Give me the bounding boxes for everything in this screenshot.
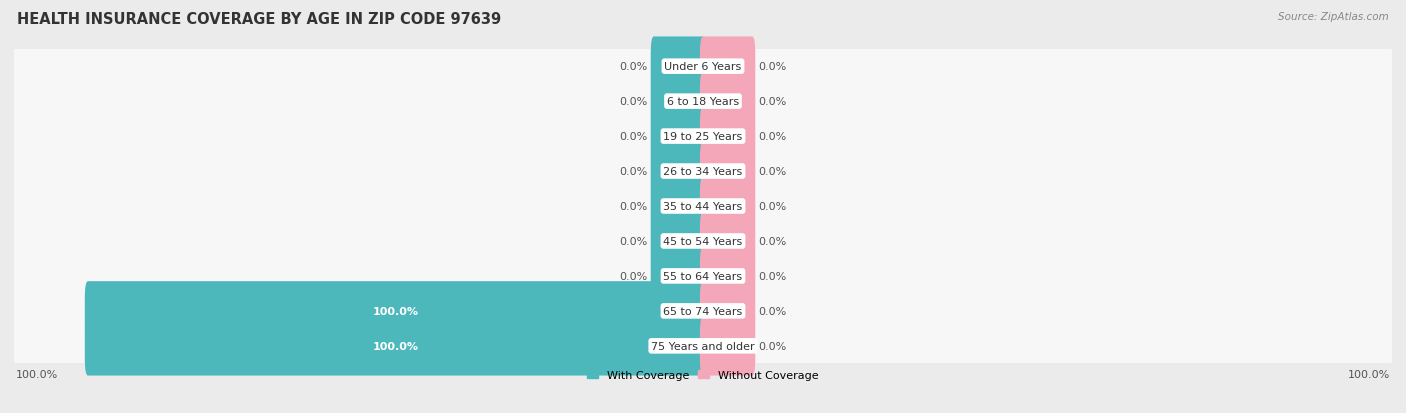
FancyBboxPatch shape xyxy=(700,107,755,166)
FancyBboxPatch shape xyxy=(84,316,706,376)
Text: 19 to 25 Years: 19 to 25 Years xyxy=(664,132,742,142)
Text: 26 to 34 Years: 26 to 34 Years xyxy=(664,166,742,177)
FancyBboxPatch shape xyxy=(700,177,755,236)
FancyBboxPatch shape xyxy=(651,72,706,131)
Text: 75 Years and older: 75 Years and older xyxy=(651,341,755,351)
Text: 0.0%: 0.0% xyxy=(620,62,648,72)
FancyBboxPatch shape xyxy=(14,287,1392,335)
Text: 0.0%: 0.0% xyxy=(758,341,786,351)
FancyBboxPatch shape xyxy=(14,113,1392,161)
Text: 100.0%: 100.0% xyxy=(1348,369,1391,379)
FancyBboxPatch shape xyxy=(14,218,1392,265)
FancyBboxPatch shape xyxy=(700,247,755,306)
FancyBboxPatch shape xyxy=(651,212,706,271)
Text: 45 to 54 Years: 45 to 54 Years xyxy=(664,236,742,247)
FancyBboxPatch shape xyxy=(700,316,755,376)
Text: 100.0%: 100.0% xyxy=(373,341,419,351)
Text: 0.0%: 0.0% xyxy=(758,202,786,211)
FancyBboxPatch shape xyxy=(14,322,1392,370)
Text: Source: ZipAtlas.com: Source: ZipAtlas.com xyxy=(1278,12,1389,22)
Text: 0.0%: 0.0% xyxy=(758,306,786,316)
Text: 6 to 18 Years: 6 to 18 Years xyxy=(666,97,740,107)
Text: 0.0%: 0.0% xyxy=(758,271,786,281)
FancyBboxPatch shape xyxy=(700,282,755,341)
FancyBboxPatch shape xyxy=(14,78,1392,126)
FancyBboxPatch shape xyxy=(651,177,706,236)
Text: 0.0%: 0.0% xyxy=(620,132,648,142)
FancyBboxPatch shape xyxy=(14,148,1392,195)
Text: 65 to 74 Years: 65 to 74 Years xyxy=(664,306,742,316)
FancyBboxPatch shape xyxy=(14,43,1392,91)
FancyBboxPatch shape xyxy=(700,37,755,97)
FancyBboxPatch shape xyxy=(700,142,755,201)
Text: 0.0%: 0.0% xyxy=(758,166,786,177)
FancyBboxPatch shape xyxy=(651,247,706,306)
Text: 0.0%: 0.0% xyxy=(758,62,786,72)
FancyBboxPatch shape xyxy=(14,252,1392,300)
Text: 0.0%: 0.0% xyxy=(758,132,786,142)
Text: 0.0%: 0.0% xyxy=(620,271,648,281)
Text: 0.0%: 0.0% xyxy=(758,97,786,107)
FancyBboxPatch shape xyxy=(84,282,706,341)
FancyBboxPatch shape xyxy=(700,72,755,131)
FancyBboxPatch shape xyxy=(651,37,706,97)
Text: 0.0%: 0.0% xyxy=(620,236,648,247)
Text: 0.0%: 0.0% xyxy=(620,202,648,211)
Text: 0.0%: 0.0% xyxy=(620,97,648,107)
FancyBboxPatch shape xyxy=(700,212,755,271)
Text: 0.0%: 0.0% xyxy=(758,236,786,247)
Text: 35 to 44 Years: 35 to 44 Years xyxy=(664,202,742,211)
Text: 0.0%: 0.0% xyxy=(620,166,648,177)
Text: 55 to 64 Years: 55 to 64 Years xyxy=(664,271,742,281)
Legend: With Coverage, Without Coverage: With Coverage, Without Coverage xyxy=(582,366,824,385)
FancyBboxPatch shape xyxy=(14,183,1392,230)
Text: 100.0%: 100.0% xyxy=(373,306,419,316)
Text: 100.0%: 100.0% xyxy=(15,369,58,379)
FancyBboxPatch shape xyxy=(651,107,706,166)
Text: HEALTH INSURANCE COVERAGE BY AGE IN ZIP CODE 97639: HEALTH INSURANCE COVERAGE BY AGE IN ZIP … xyxy=(17,12,501,27)
FancyBboxPatch shape xyxy=(651,142,706,201)
Text: Under 6 Years: Under 6 Years xyxy=(665,62,741,72)
